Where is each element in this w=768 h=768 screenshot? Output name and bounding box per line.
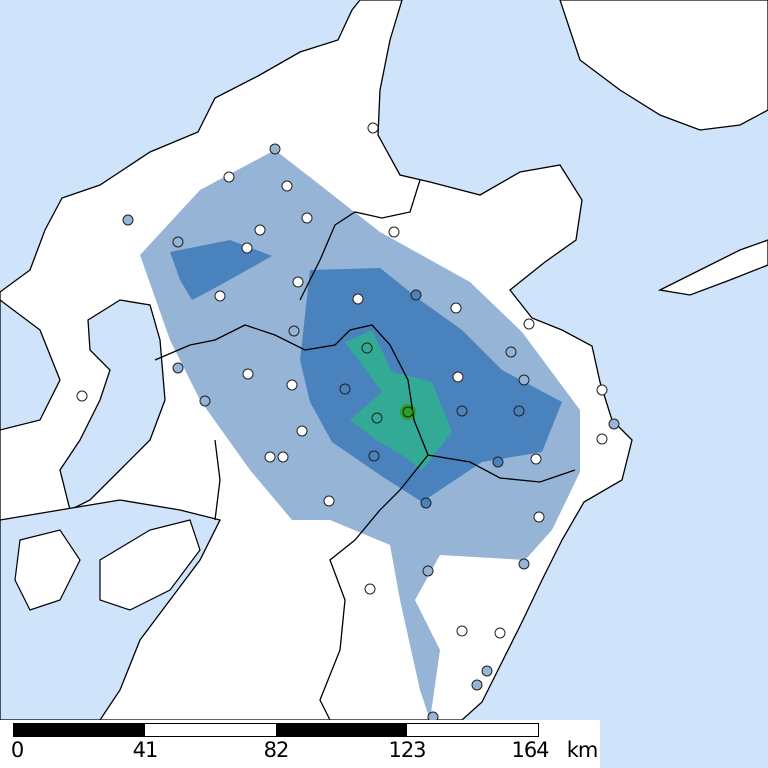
intensity-2-area-north [170, 240, 272, 300]
station-marker [339, 383, 351, 395]
prefecture-borders [154, 179, 576, 721]
station-marker [76, 390, 88, 402]
station-marker [264, 451, 276, 463]
honshu [559, 0, 768, 131]
prefecture-border [299, 179, 421, 301]
station-marker [281, 180, 293, 192]
station-marker [288, 325, 300, 337]
station-marker [286, 379, 298, 391]
station-marker [456, 625, 468, 637]
islands [14, 519, 201, 611]
scale-label: 0 [10, 738, 24, 762]
scale-label: 123 [388, 738, 426, 762]
scale-label: 82 [263, 738, 290, 762]
station-marker [513, 405, 525, 417]
shikoku-tip [657, 239, 768, 296]
station-marker [456, 405, 468, 417]
scale-bar [13, 723, 539, 737]
station-marker [172, 236, 184, 248]
scale-bar-panel: 0 41 82 123 164 km [0, 720, 600, 768]
station-marker [420, 497, 432, 509]
station-marker [518, 558, 530, 570]
station-marker [596, 384, 608, 396]
scale-segment [407, 724, 538, 736]
station-marker [388, 226, 400, 238]
station-marker [533, 511, 545, 523]
ariake-sea [59, 299, 166, 511]
station-marker [368, 450, 380, 462]
station-marker [254, 224, 266, 236]
station-marker [269, 143, 281, 155]
prefecture-border [154, 324, 576, 483]
station-marker [367, 122, 379, 134]
station-marker [471, 679, 483, 691]
station-marker [422, 565, 434, 577]
scale-segment [14, 724, 145, 736]
prefecture-border [319, 454, 429, 721]
scale-label: 164 [511, 738, 549, 762]
scale-label: 41 [132, 738, 159, 762]
station-marker [481, 665, 493, 677]
station-marker [323, 495, 335, 507]
station-marker [352, 293, 364, 305]
scale-segment [145, 724, 276, 736]
station-marker [361, 342, 373, 354]
station-marker [505, 346, 517, 358]
station-marker [296, 425, 308, 437]
station-marker [518, 374, 530, 386]
amakusa-island [99, 519, 201, 611]
prefecture-border [214, 439, 221, 521]
station-marker [292, 276, 304, 288]
station-marker [608, 418, 620, 430]
western-sea [0, 299, 61, 431]
station-marker [410, 289, 422, 301]
station-marker [214, 290, 226, 302]
station-marker [241, 242, 253, 254]
station-marker [199, 395, 211, 407]
station-marker [452, 371, 464, 383]
station-marker [596, 433, 608, 445]
station-marker [450, 302, 462, 314]
station-marker [530, 453, 542, 465]
station-marker [301, 212, 313, 224]
station-marker [242, 368, 254, 380]
intensity-3-area [345, 330, 452, 470]
station-marker [371, 412, 383, 424]
station-marker [492, 456, 504, 468]
station-marker [277, 451, 289, 463]
station-marker [223, 171, 235, 183]
station-marker [523, 318, 535, 330]
station-marker [122, 214, 134, 226]
koshiki-island [14, 529, 81, 611]
station-marker [364, 583, 376, 595]
station-marker [494, 627, 506, 639]
scale-segment [276, 724, 407, 736]
scale-unit: km [566, 738, 599, 762]
stations [76, 122, 620, 723]
station-marker [172, 362, 184, 374]
station-marker [402, 406, 414, 418]
